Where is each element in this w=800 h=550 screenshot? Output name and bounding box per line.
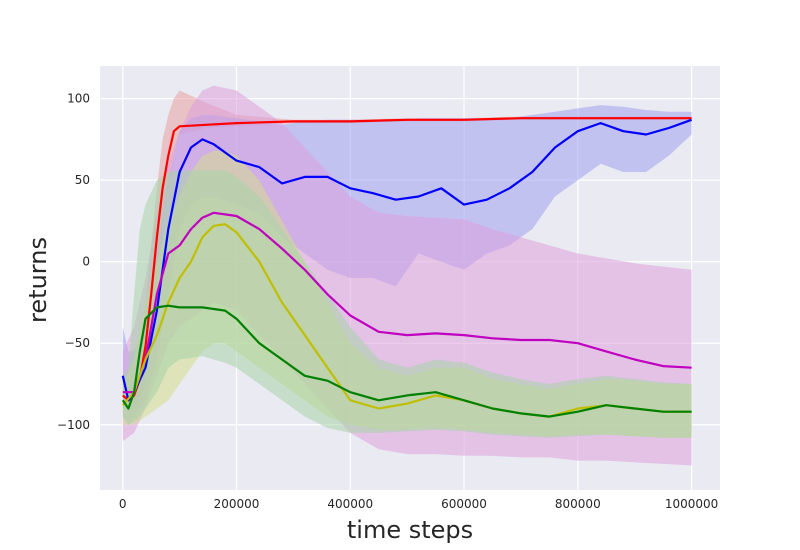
x-axis-ticks: 0 200000 400000 600000 800000 1000000: [119, 497, 718, 511]
series-band: [122, 90, 692, 412]
series-band: [122, 170, 692, 438]
series-band: [122, 85, 692, 466]
x-tick-label: 600000: [441, 497, 487, 511]
x-axis-label: time steps: [347, 516, 473, 544]
y-tick-label: 0: [82, 255, 90, 269]
y-axis-ticks: −100 −50 0 50 100: [57, 92, 90, 432]
series-lines: [121, 117, 692, 418]
y-tick-label: −50: [65, 336, 90, 350]
series-line: [121, 304, 692, 418]
series-line: [121, 223, 692, 418]
series-line: [121, 118, 692, 402]
x-tick-label: 200000: [214, 497, 260, 511]
confidence-bands: [122, 85, 692, 466]
y-tick-label: 50: [75, 173, 90, 187]
x-tick-label: 1000000: [665, 497, 718, 511]
x-tick-label: 800000: [555, 497, 601, 511]
x-tick-label: 400000: [327, 497, 373, 511]
y-tick-label: −100: [57, 418, 90, 432]
y-axis-label: returns: [24, 237, 52, 323]
y-tick-label: 100: [67, 92, 90, 106]
series-line: [122, 211, 692, 394]
x-tick-label: 0: [119, 497, 127, 511]
